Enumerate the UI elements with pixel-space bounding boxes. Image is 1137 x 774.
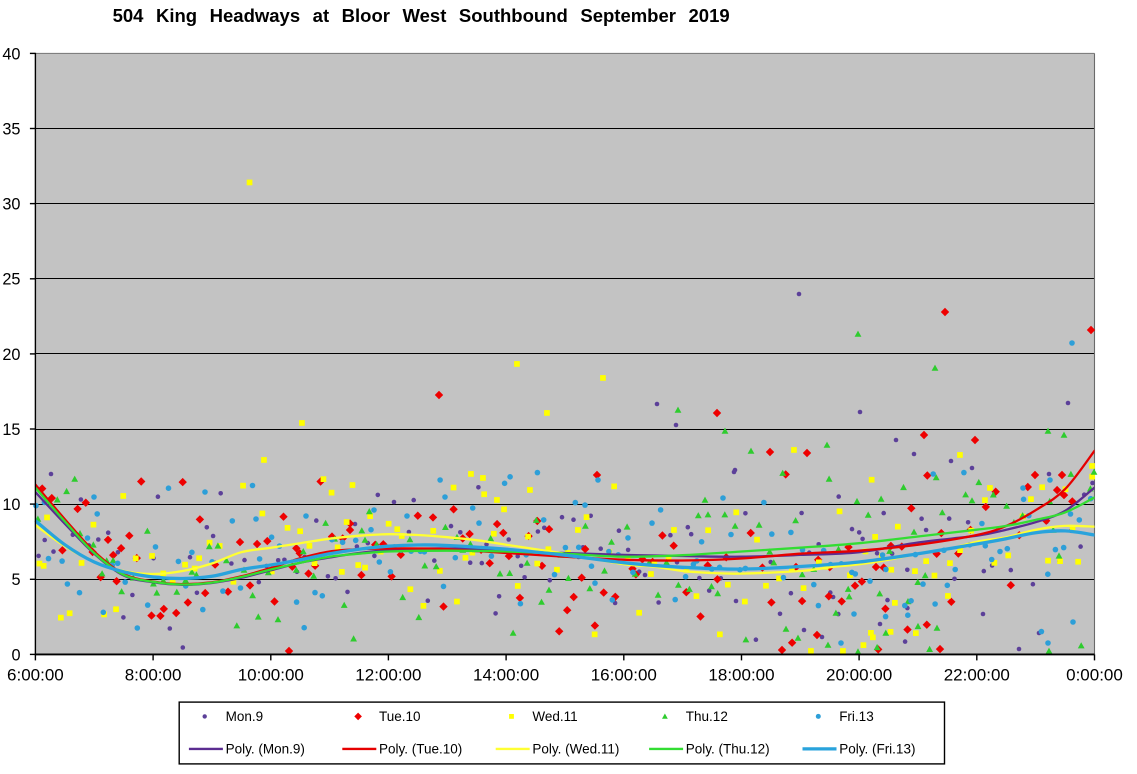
svg-text:10: 10 [2,496,20,514]
svg-text:6:00:00: 6:00:00 [7,666,64,685]
svg-text:20:00:00: 20:00:00 [826,666,892,685]
svg-text:10:00:00: 10:00:00 [238,666,304,685]
svg-text:0: 0 [11,646,20,664]
svg-text:16:00:00: 16:00:00 [591,666,657,685]
svg-text:22:00:00: 22:00:00 [944,666,1010,685]
svg-text:15: 15 [2,421,20,439]
svg-text:25: 25 [2,271,20,289]
svg-text:Poly. (Tue.10): Poly. (Tue.10) [379,742,462,757]
svg-text:18:00:00: 18:00:00 [708,666,774,685]
svg-text:Poly. (Mon.9): Poly. (Mon.9) [226,742,305,757]
svg-text:Tue.10: Tue.10 [379,709,421,724]
svg-text:30: 30 [2,196,20,214]
svg-text:8:00:00: 8:00:00 [125,666,182,685]
svg-text:Fri.13: Fri.13 [839,709,874,724]
svg-text:Mon.9: Mon.9 [226,709,264,724]
svg-text:40: 40 [2,45,20,63]
svg-text:35: 35 [2,120,20,138]
svg-text:Poly. (Wed.11): Poly. (Wed.11) [532,742,619,757]
svg-text:12:00:00: 12:00:00 [355,666,421,685]
svg-text:Poly. (Fri.13): Poly. (Fri.13) [839,742,915,757]
svg-text:14:00:00: 14:00:00 [473,666,539,685]
svg-text:Poly. (Thu.12): Poly. (Thu.12) [686,742,770,757]
svg-text:0:00:00: 0:00:00 [1066,666,1123,685]
svg-text:5: 5 [11,571,20,589]
svg-text:20: 20 [2,346,20,364]
svg-text:Thu.12: Thu.12 [686,709,728,724]
svg-text:504 King Headways at Bloor Wes: 504 King Headways at Bloor West Southbou… [113,5,730,26]
svg-text:Wed.11: Wed.11 [532,709,577,724]
